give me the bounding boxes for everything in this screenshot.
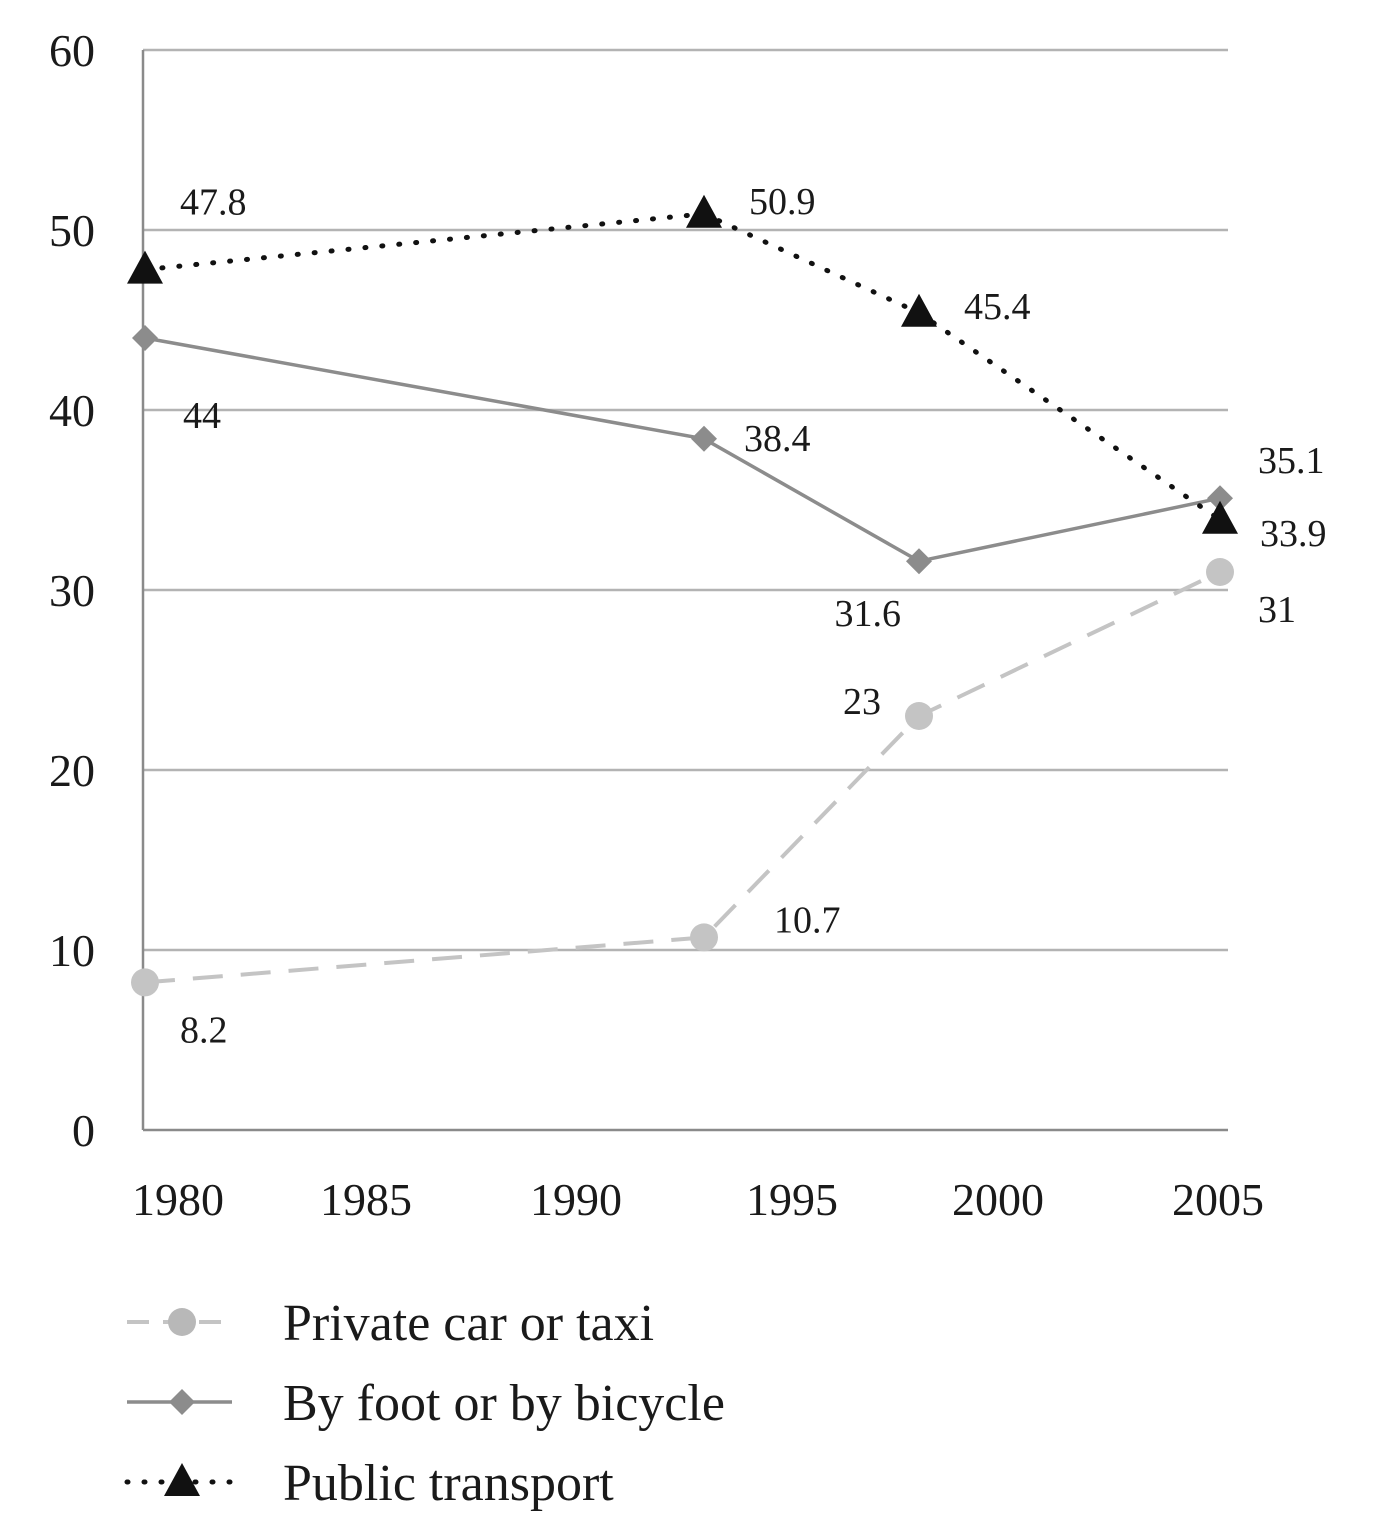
point-private-car-2005 [1206, 558, 1234, 586]
legend: Private car or taxi By foot or by bicycle… [124, 1295, 725, 1512]
x-tick-1985: 1985 [320, 1174, 412, 1225]
y-tick-50: 50 [49, 205, 95, 256]
x-tick-1980: 1980 [132, 1174, 224, 1225]
x-tick-1995: 1995 [746, 1174, 838, 1225]
point-foot-bicycle-1980 [132, 325, 158, 351]
y-tick-20: 20 [49, 745, 95, 796]
data-label-public-transport-1980: 47.8 [180, 182, 247, 224]
point-public-transport-1998 [901, 293, 937, 327]
data-label-private-car-2005: 31 [1258, 589, 1296, 631]
data-label-foot-bicycle-2005: 35.1 [1258, 440, 1325, 482]
point-public-transport-2005 [1202, 500, 1238, 534]
point-private-car-1993 [690, 923, 718, 952]
data-label-public-transport-2005: 33.9 [1260, 513, 1327, 555]
point-public-transport-1993 [686, 194, 722, 228]
series-line-public-transport [142, 211, 1223, 523]
point-foot-bicycle-2005 [1207, 485, 1233, 512]
legend-marker-foot-bicycle [169, 1389, 195, 1415]
gridlines [143, 48, 1228, 952]
y-tick-60: 60 [49, 25, 95, 76]
x-tick-2005: 2005 [1172, 1174, 1264, 1225]
data-label-private-car-1980: 8.2 [180, 1009, 228, 1051]
data-label-foot-bicycle-1980: 44 [183, 395, 221, 437]
x-tick-2000: 2000 [952, 1174, 1044, 1225]
data-label-public-transport-1993: 50.9 [749, 181, 816, 223]
legend-marker-private-car [168, 1308, 196, 1336]
y-tick-10: 10 [49, 925, 95, 976]
series-layer [127, 194, 1238, 997]
legend-marker-public-transport [164, 1463, 200, 1496]
y-tick-0: 0 [72, 1105, 95, 1156]
axes [141, 50, 1228, 1132]
legend-label-private-car: Private car or taxi [283, 1295, 654, 1352]
series-line-private-car [144, 570, 1221, 985]
point-private-car-1998 [905, 702, 933, 730]
legend-label-foot-bicycle: By foot or by bicycle [283, 1375, 725, 1432]
point-private-car-1980 [131, 968, 159, 997]
point-public-transport-1980 [127, 250, 163, 284]
legend-label-public-transport: Public transport [283, 1455, 614, 1512]
series-line-foot-bicycle [144, 336, 1221, 564]
data-label-foot-bicycle-1993: 38.4 [744, 418, 811, 460]
x-tick-labels: 1980 1985 1990 1995 2000 2005 [132, 1174, 1264, 1225]
data-labels: 8.2 10.7 23 31 44 38.4 31.6 35.1 47.8 50.9 45.4 33.… [180, 181, 1327, 1052]
data-label-private-car-1998: 23 [843, 681, 881, 723]
data-label-foot-bicycle-1998: 31.6 [835, 593, 902, 635]
data-label-public-transport-1998: 45.4 [964, 286, 1031, 328]
y-tick-30: 30 [49, 565, 95, 616]
point-foot-bicycle-1993 [691, 425, 717, 452]
point-foot-bicycle-1998 [906, 548, 932, 575]
y-tick-40: 40 [49, 385, 95, 436]
y-tick-labels: 0 10 20 30 40 50 60 [49, 25, 95, 1156]
x-tick-1990: 1990 [530, 1174, 622, 1225]
data-label-private-car-1993: 10.7 [774, 899, 841, 941]
